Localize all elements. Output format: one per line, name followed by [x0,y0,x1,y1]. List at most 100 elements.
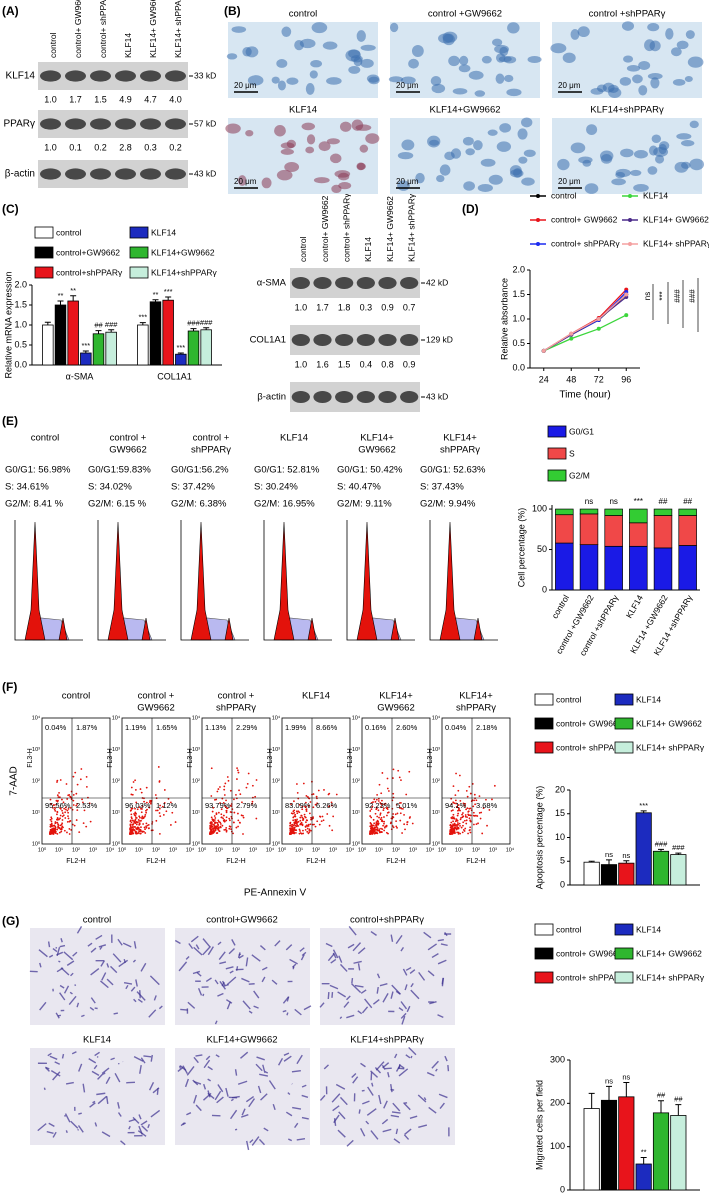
cell [444,931,448,937]
cell [110,1057,115,1061]
cell [300,954,305,961]
cell [91,1070,100,1076]
cell [431,952,439,959]
band [313,334,332,346]
error-bar [165,296,172,301]
event [381,828,384,831]
cell [140,1120,148,1126]
significance: *** [138,313,147,322]
ratio: 1.0 [295,359,308,369]
bar [175,353,187,366]
sample-name: shPPARγ [191,445,231,456]
bar-segment [579,544,599,591]
cell [403,1103,411,1111]
event [405,793,408,796]
event [240,814,243,817]
event [154,794,157,796]
event [377,822,380,825]
event [293,831,296,834]
event [482,807,485,809]
event [383,829,386,832]
event [62,801,65,804]
event [371,827,373,830]
event [309,823,312,826]
event [391,777,394,779]
quadrant-pct: 0.04% [445,723,467,732]
band [378,391,397,403]
cell [431,83,446,94]
x-tick-label: 48 [566,374,576,384]
cell [437,1014,444,1019]
ratio: 1.7 [316,302,329,312]
cell [260,1093,268,1101]
event [370,829,372,832]
cell [332,1105,340,1112]
image-label: control+shPPARγ [350,915,424,926]
band [140,70,161,82]
cell [286,1012,289,1016]
event [219,802,221,804]
event [129,809,132,812]
event [135,817,138,819]
legend-swatch [628,218,632,222]
legend-label: control [551,190,577,200]
cell [444,151,455,161]
cell [630,169,642,177]
ratio: 0.7 [403,302,416,312]
cell [105,1076,111,1084]
legend-swatch [534,741,554,754]
event [56,800,59,803]
event [131,826,134,829]
row-label: COL1A1 [250,335,286,346]
cell [331,184,342,194]
row-label: α-SMA [257,278,287,289]
event [326,813,329,815]
cell [346,1014,355,1019]
event [215,798,218,801]
event [383,820,386,823]
cell [436,174,445,183]
cell [217,941,222,946]
event [289,827,292,830]
cell [55,1012,60,1019]
cell [112,953,122,963]
cell [226,976,237,986]
cell [499,123,512,133]
band [115,118,136,130]
band [400,334,419,346]
event [235,793,237,796]
event [304,828,307,831]
cell [405,966,412,971]
event [223,788,226,791]
event [213,830,216,833]
cell [203,1083,207,1090]
legend-label: KLF14+ GW9662 [636,718,702,728]
event [239,821,241,824]
event [375,831,378,834]
legend-label: control+ GW9662 [551,214,618,224]
bar-segment [678,545,697,591]
cell [431,1060,439,1069]
cell [229,970,234,974]
cell [310,60,323,68]
event [328,805,330,808]
sample-name: shPPARγ [456,703,496,714]
axis-tick: 10¹ [192,810,200,816]
event [406,821,409,824]
event [485,798,487,801]
axis-tick: 10⁴ [32,714,41,721]
cell [319,1094,326,1101]
lane-label: KLF14 [363,237,373,262]
cell [495,73,505,84]
hist-axes [97,520,166,641]
quadrant-pct: 2.29% [236,723,258,732]
event [479,817,482,820]
event [328,824,331,827]
dot-plot [121,717,191,845]
event [458,774,461,777]
significance: ns [643,292,652,300]
cell [231,26,247,33]
cell [638,85,648,96]
event [161,805,164,808]
cell [670,47,682,57]
